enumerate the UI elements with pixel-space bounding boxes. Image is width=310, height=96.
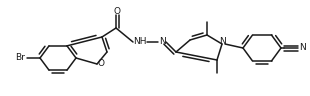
- Text: Br: Br: [15, 53, 25, 62]
- Text: N: N: [219, 38, 225, 46]
- Text: NH: NH: [133, 38, 147, 46]
- Text: O: O: [98, 60, 104, 69]
- Text: O: O: [113, 7, 121, 15]
- Text: N: N: [159, 38, 165, 46]
- Text: N: N: [300, 43, 306, 53]
